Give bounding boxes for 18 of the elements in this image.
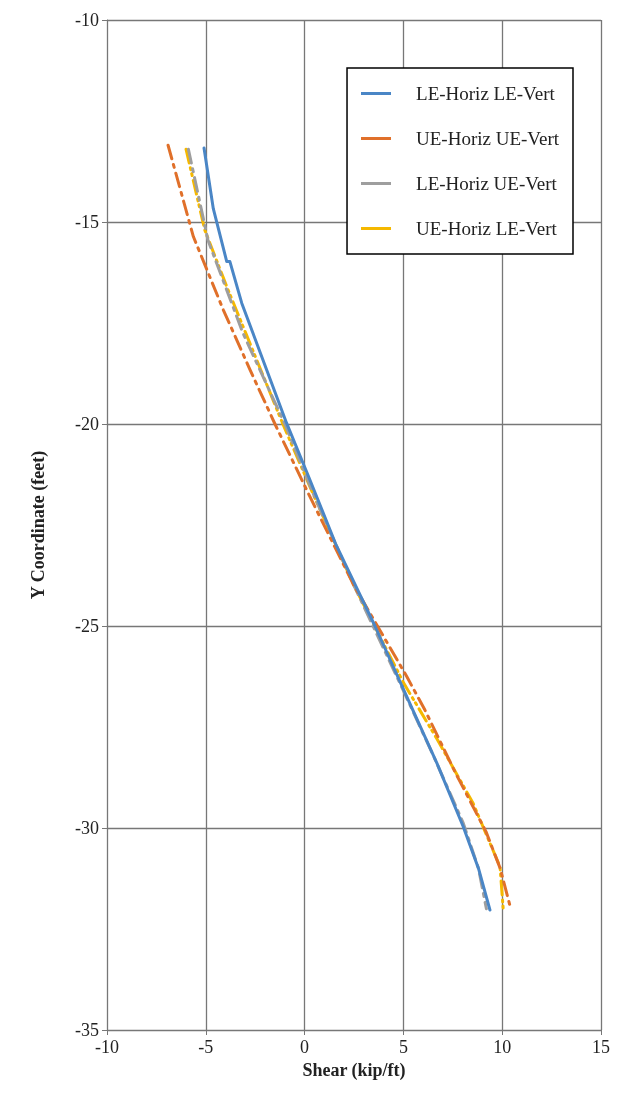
y-tick-label: -25 (75, 616, 99, 636)
x-tick-label: -10 (95, 1037, 119, 1057)
y-tick-label: -35 (75, 1020, 99, 1040)
x-tick-label: 15 (592, 1037, 610, 1057)
legend-label: UE-Horiz LE-Vert (416, 218, 558, 239)
x-axis-title: Shear (kip/ft) (302, 1059, 406, 1081)
legend-label: UE-Horiz UE-Vert (416, 128, 560, 149)
x-tick-label: 0 (300, 1037, 310, 1057)
y-tick-label: -10 (75, 10, 99, 30)
legend-label: LE-Horiz UE-Vert (416, 173, 558, 194)
x-tick-label: 10 (493, 1037, 512, 1057)
y-tick-label: -15 (75, 212, 99, 232)
x-tick-label: -5 (198, 1037, 214, 1057)
y-tick-label: -20 (75, 414, 99, 434)
x-tick-label: 5 (398, 1037, 408, 1057)
y-tick-label: -30 (75, 818, 99, 838)
y-axis-title: Y Coordinate (feet) (28, 450, 49, 600)
legend-label: LE-Horiz LE-Vert (416, 83, 556, 104)
